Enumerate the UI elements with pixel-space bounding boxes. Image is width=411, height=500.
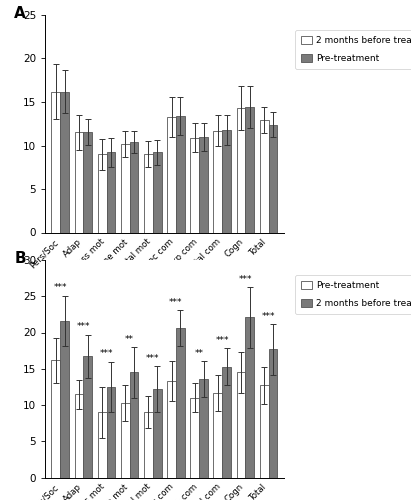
Bar	[130, 142, 139, 233]
Bar	[83, 132, 92, 232]
Bar	[75, 132, 83, 232]
Bar	[222, 130, 231, 232]
Bar	[237, 372, 245, 478]
Legend: 2 months before treatment, Pre-treatment: 2 months before treatment, Pre-treatment	[295, 30, 411, 68]
Text: ***: ***	[215, 336, 229, 345]
Bar	[60, 92, 69, 232]
Bar	[153, 152, 162, 232]
Text: ***: ***	[262, 312, 275, 320]
Bar	[98, 154, 106, 232]
Text: A: A	[14, 6, 26, 22]
Text: ***: ***	[239, 274, 252, 283]
Bar	[144, 154, 153, 232]
Bar	[106, 152, 115, 232]
Bar	[190, 398, 199, 477]
Bar	[213, 130, 222, 232]
Bar	[60, 321, 69, 478]
Bar	[167, 117, 176, 232]
Text: ***: ***	[53, 284, 67, 292]
Bar	[213, 392, 222, 478]
Bar	[260, 120, 268, 232]
Bar	[260, 386, 268, 478]
Bar	[176, 116, 185, 232]
Bar	[199, 379, 208, 478]
Bar	[190, 138, 199, 232]
Bar	[245, 318, 254, 478]
Bar	[130, 372, 139, 478]
Bar	[268, 349, 277, 478]
Bar	[121, 144, 130, 233]
Bar	[75, 394, 83, 477]
Bar	[121, 403, 130, 477]
Legend: Pre-treatment, 2 months before treatment: Pre-treatment, 2 months before treatment	[295, 276, 411, 314]
Bar	[176, 328, 185, 478]
Text: ***: ***	[100, 349, 113, 358]
Bar	[199, 137, 208, 232]
Text: ***: ***	[76, 322, 90, 332]
Text: B: B	[14, 252, 26, 266]
Bar	[51, 360, 60, 478]
Text: ***: ***	[146, 354, 159, 362]
Bar	[245, 107, 254, 232]
Bar	[167, 381, 176, 478]
Bar	[144, 412, 153, 478]
Bar	[83, 356, 92, 478]
Text: ***: ***	[169, 298, 183, 307]
Bar	[237, 108, 245, 232]
Bar	[153, 389, 162, 478]
Bar	[98, 412, 106, 478]
Bar	[51, 92, 60, 232]
Bar	[106, 387, 115, 478]
Text: **: **	[195, 348, 203, 358]
Text: **: **	[125, 334, 134, 344]
Bar	[268, 124, 277, 232]
Bar	[222, 366, 231, 478]
